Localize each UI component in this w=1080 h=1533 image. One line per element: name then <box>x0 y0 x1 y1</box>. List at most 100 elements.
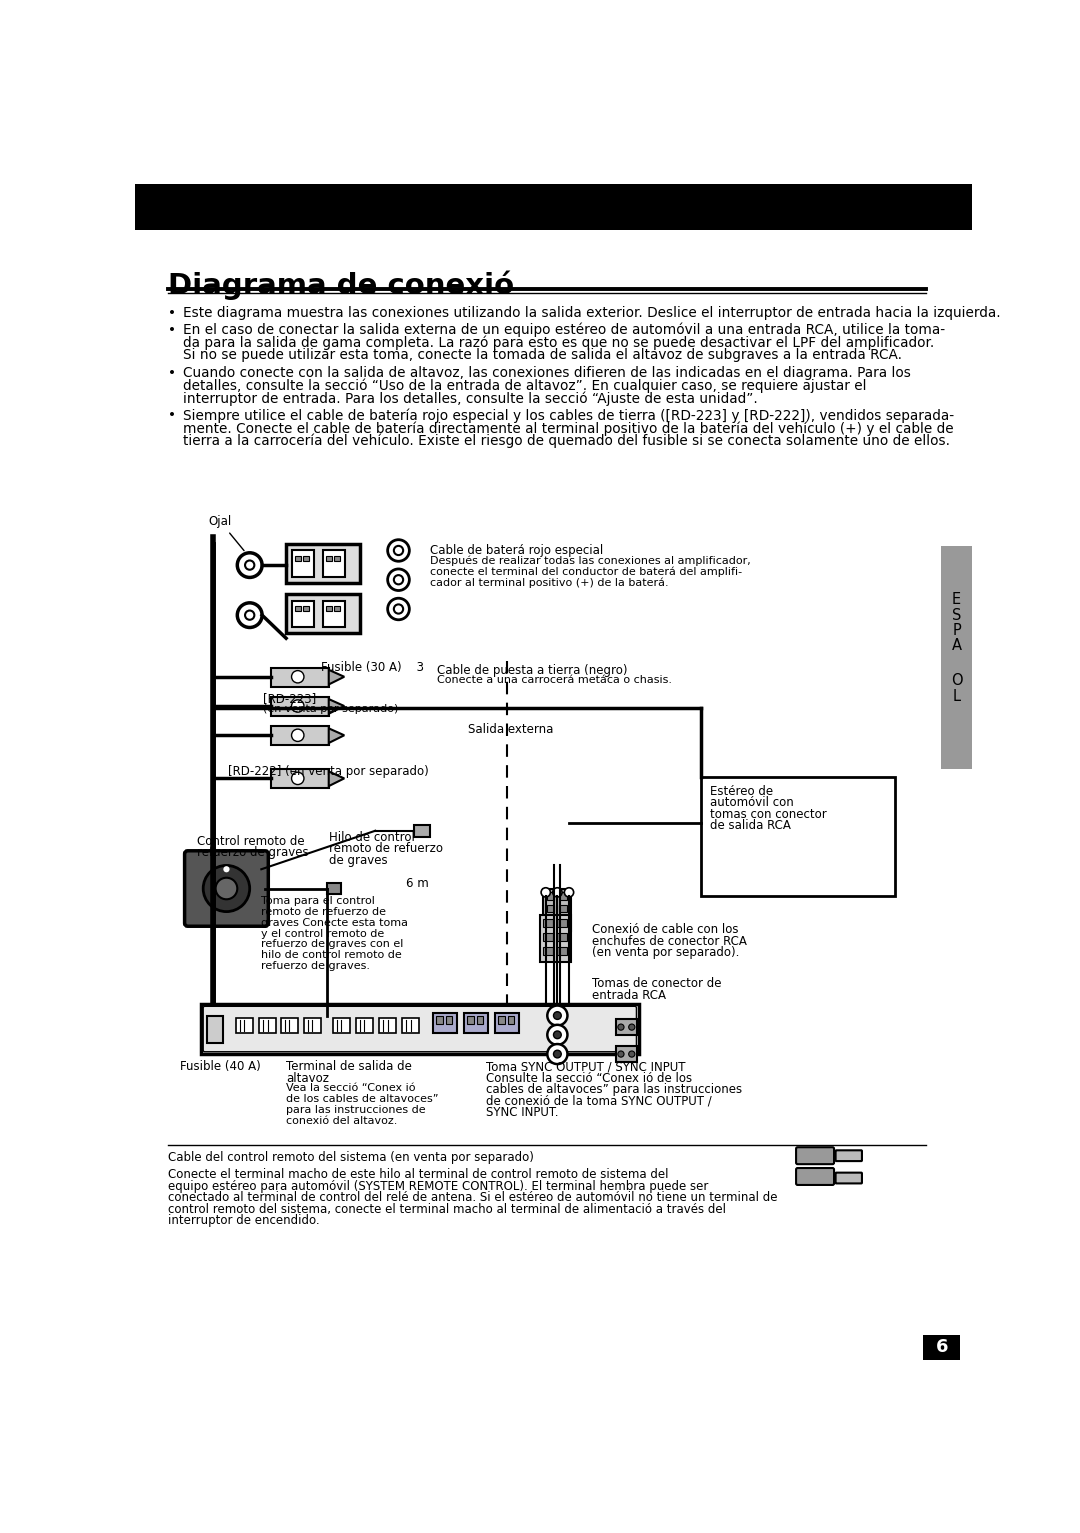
Circle shape <box>541 888 551 897</box>
Text: Después de realizar todas las conexiones al amplificador,: Después de realizar todas las conexiones… <box>430 556 751 566</box>
Circle shape <box>548 1006 567 1026</box>
Bar <box>559 904 567 912</box>
Text: •: • <box>167 323 176 337</box>
Circle shape <box>388 598 409 619</box>
Text: Toma para el control: Toma para el control <box>260 897 375 906</box>
Text: E: E <box>951 592 961 607</box>
Text: interruptor de encendido.: interruptor de encendido. <box>167 1214 320 1228</box>
Text: Diagrama de conexió: Diagrama de conexió <box>167 270 514 299</box>
Text: 6: 6 <box>935 1338 948 1357</box>
Text: (en venta por separado).: (en venta por separado). <box>592 946 740 960</box>
Polygon shape <box>328 771 345 786</box>
Text: En el caso de conectar la salida externa de un equipo estéreo de automóvil a una: En el caso de conectar la salida externa… <box>183 323 945 337</box>
Text: tierra a la carrocería del vehículo. Existe el riesgo de quemado del fusible si : tierra a la carrocería del vehículo. Exi… <box>183 434 950 448</box>
Bar <box>433 1013 457 1033</box>
Text: de graves: de graves <box>328 854 388 866</box>
Bar <box>323 601 345 627</box>
Bar <box>543 947 553 955</box>
Bar <box>286 544 360 583</box>
Text: Cable de puesta a tierra (negro): Cable de puesta a tierra (negro) <box>437 664 627 678</box>
Circle shape <box>394 546 403 555</box>
Bar <box>616 1019 637 1035</box>
Bar <box>271 770 328 788</box>
Text: mente. Conecte el cable de batería directamente al terminal positivo de la bater: mente. Conecte el cable de batería direc… <box>183 422 954 435</box>
Bar <box>414 825 430 837</box>
Circle shape <box>554 1050 562 1058</box>
Circle shape <box>245 561 255 570</box>
Bar <box>446 1016 451 1024</box>
Text: Conexió de cable con los: Conexió de cable con los <box>592 923 739 937</box>
Circle shape <box>388 540 409 561</box>
Text: conectado al terminal de control del relé de antena. Si el estéreo de automóvil : conectado al terminal de control del rel… <box>167 1191 777 1203</box>
Bar <box>271 667 328 687</box>
Text: Siempre utilice el cable de batería rojo especial y los cables de tierra ([RD-22: Siempre utilice el cable de batería rojo… <box>183 408 954 423</box>
Circle shape <box>618 1024 624 1030</box>
Bar <box>323 550 345 576</box>
Text: para las instrucciones de: para las instrucciones de <box>286 1105 426 1114</box>
Text: L: L <box>953 688 960 704</box>
FancyBboxPatch shape <box>836 1150 862 1160</box>
Text: remoto de refuerzo de: remoto de refuerzo de <box>260 908 386 917</box>
Bar <box>546 904 554 912</box>
Bar <box>701 777 894 897</box>
Text: Cuando conecte con la salida de altavoz, las conexiones difieren de las indicada: Cuando conecte con la salida de altavoz,… <box>183 366 910 380</box>
Text: Este diagrama muestra las conexiones utilizando la salida exterior. Deslice el i: Este diagrama muestra las conexiones uti… <box>183 305 1001 319</box>
Text: cador al terminal positivo (+) de la baterá.: cador al terminal positivo (+) de la bat… <box>430 578 669 589</box>
Bar <box>546 917 554 924</box>
Circle shape <box>554 1012 562 1019</box>
Circle shape <box>203 866 249 912</box>
Circle shape <box>238 553 262 578</box>
Polygon shape <box>328 699 345 714</box>
Text: Ojal: Ojal <box>208 515 244 550</box>
Bar <box>616 1047 637 1062</box>
Bar <box>496 1013 518 1033</box>
Text: y el control remoto de: y el control remoto de <box>260 929 383 938</box>
Bar <box>327 883 341 894</box>
Text: conexió del altavoz.: conexió del altavoz. <box>286 1116 397 1125</box>
Bar <box>546 892 554 900</box>
Bar <box>296 606 301 612</box>
Bar <box>303 1018 321 1033</box>
Text: de los cables de altavoces”: de los cables de altavoces” <box>286 1095 438 1104</box>
Bar <box>464 1013 488 1033</box>
Text: Vea la secció “Conex ió: Vea la secció “Conex ió <box>286 1084 416 1093</box>
Text: Terminal de salida de: Terminal de salida de <box>286 1061 411 1073</box>
Text: [RD-223]: [RD-223] <box>262 693 316 705</box>
Circle shape <box>216 878 238 900</box>
Circle shape <box>388 569 409 590</box>
Bar <box>259 1018 276 1033</box>
Bar <box>271 698 328 716</box>
Polygon shape <box>328 728 345 744</box>
Bar <box>557 947 567 955</box>
Bar <box>559 917 567 924</box>
Text: detalles, consulte la secció “Uso de la entrada de altavoz”. En cualquier caso, : detalles, consulte la secció “Uso de la … <box>183 379 866 392</box>
Bar <box>403 1018 419 1033</box>
Bar <box>201 1004 638 1055</box>
Text: P: P <box>953 622 961 638</box>
Bar <box>281 1018 298 1033</box>
Text: altavoz: altavoz <box>286 1072 329 1085</box>
Circle shape <box>224 866 230 872</box>
Circle shape <box>554 1032 562 1039</box>
Bar <box>559 892 567 900</box>
Text: Cable de baterá rojo especial: Cable de baterá rojo especial <box>430 544 603 558</box>
Text: O: O <box>950 673 962 688</box>
Circle shape <box>394 575 403 584</box>
Text: Cable del control remoto del sistema (en venta por separado): Cable del control remoto del sistema (en… <box>167 1151 534 1164</box>
Circle shape <box>292 670 303 682</box>
FancyBboxPatch shape <box>185 851 268 926</box>
FancyBboxPatch shape <box>796 1147 834 1164</box>
Circle shape <box>292 773 303 785</box>
Text: graves Conecte esta toma: graves Conecte esta toma <box>260 918 407 927</box>
Text: Conecte a una carrocerá metáca o chasis.: Conecte a una carrocerá metáca o chasis. <box>437 675 672 685</box>
Text: refuerzo de graves: refuerzo de graves <box>197 846 309 858</box>
FancyBboxPatch shape <box>203 1006 636 1052</box>
Text: (en venta por separado): (en venta por separado) <box>262 704 399 714</box>
Bar <box>508 1016 514 1024</box>
Circle shape <box>548 1024 567 1046</box>
Bar <box>543 889 571 931</box>
Text: SYNC INPUT.: SYNC INPUT. <box>486 1107 558 1119</box>
Bar <box>296 556 301 561</box>
Bar <box>293 550 314 576</box>
Text: da para la salida de gama completa. La razó para esto es que no se puede desacti: da para la salida de gama completa. La r… <box>183 336 934 350</box>
